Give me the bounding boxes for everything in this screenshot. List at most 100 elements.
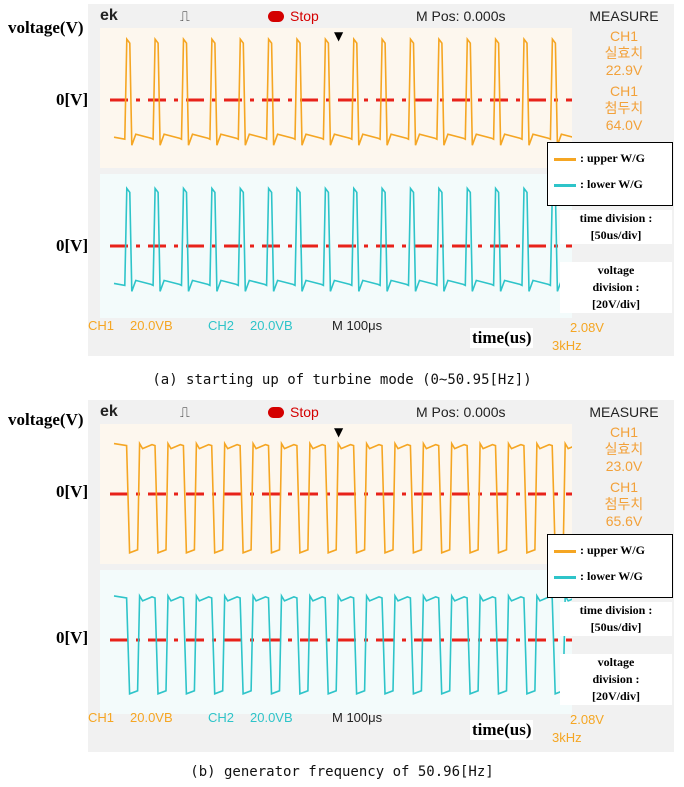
time-division-label: time division :: [579, 211, 653, 225]
measurement-rms-label: 실효치: [604, 441, 644, 457]
channel2-trace-svg: [110, 593, 572, 695]
scope-top-bar: ek ⎍ Stop M Pos: 0.000s: [100, 402, 572, 424]
ch1-tag: CH1: [88, 318, 115, 333]
scope-panel-b: ek ⎍ Stop M Pos: 0.000s ▼ MEASURE CH1 실효…: [0, 396, 684, 787]
ch2-tag: CH2: [208, 710, 235, 725]
voltage-division-label: voltage: [597, 263, 635, 277]
scope-top-bar: ek ⎍ Stop M Pos: 0.000s: [100, 6, 572, 28]
measurement-rms: CH1 실효치 23.0V: [574, 424, 674, 475]
legend-upper-swatch: [554, 550, 576, 553]
legend-upper-label: : upper W/G: [580, 151, 645, 165]
measurement-rms-value: 23.0V: [605, 458, 643, 474]
trigger-marker-icon: ▼: [334, 425, 344, 439]
zero-label-ch1: 0[V]: [56, 482, 89, 501]
measurement-peak: CH1 첨두치 65.6V: [574, 479, 674, 530]
trigger-marker-icon: ▼: [334, 29, 344, 43]
measurement-peak-label: 첨두치: [604, 496, 644, 512]
legend: : upper W/G : lower W/G: [547, 534, 673, 598]
zero-label-ch2: 0[V]: [56, 236, 89, 255]
scope-panel-a: ek ⎍ Stop M Pos: 0.000s ▼ MEASURE CH1 실효…: [8, 4, 674, 388]
timebase: M 100μs: [332, 710, 383, 725]
scope-screen: ▼: [100, 28, 572, 318]
timebase: M 100μs: [332, 318, 383, 333]
voltage-division-label: voltage: [597, 655, 635, 669]
legend: : upper W/G : lower W/G: [547, 142, 673, 206]
voltage-division-value: [20V/div]: [592, 297, 640, 311]
y-axis-label: voltage(V): [8, 18, 84, 37]
time-division-label: time division :: [579, 603, 653, 617]
trigger-frequency: 3kHz: [552, 730, 582, 745]
measure-menu: MEASURE CH1 실효치 23.0V CH1 첨두치 65.6V: [574, 404, 674, 530]
brand-label: ek: [100, 403, 118, 420]
measurement-rms-channel: CH1: [609, 28, 638, 44]
channel2-waveform: [113, 593, 572, 695]
time-division-box: time division : [50us/div]: [560, 602, 672, 636]
voltage-division-label-2: division :: [592, 672, 640, 686]
ch1-scale: 20.0VB: [130, 710, 173, 725]
trigger-level: 2.08V: [570, 712, 604, 727]
measurement-rms-value: 22.9V: [605, 62, 643, 78]
measurement-peak-channel: CH1: [609, 83, 638, 99]
scope-screen: ▼: [100, 424, 572, 714]
horizontal-position: M Pos: 0.000s: [416, 404, 506, 420]
time-division-box: time division : [50us/div]: [560, 210, 672, 244]
measurement-peak-value: 64.0V: [605, 117, 643, 133]
trigger-icon: ⎍: [180, 404, 190, 420]
measure-menu: MEASURE CH1 실효치 22.9V CH1 첨두치 64.0V: [574, 8, 674, 134]
measure-title: MEASURE: [589, 8, 659, 24]
channel2-area: [100, 174, 572, 318]
scope-status-bar: CH1 20.0VB CH2 20.0VB M 100μs 2.08V 3kHz: [88, 710, 604, 745]
ch2-scale: 20.0VB: [250, 318, 293, 333]
channel1-area: ▼: [100, 28, 572, 168]
ch1-scale: 20.0VB: [130, 318, 173, 333]
legend-lower-label: : lower W/G: [580, 177, 643, 191]
measurement-peak-value: 65.6V: [605, 513, 643, 529]
figure-caption: (a) starting up of turbine mode (0~50.95…: [152, 372, 532, 388]
voltage-division-box: voltage division : [20V/div]: [560, 654, 672, 705]
channel1-trace-svg: ▼: [110, 425, 572, 554]
channel2-area: [100, 570, 572, 714]
time-division-value: [50us/div]: [590, 228, 642, 242]
run-stop-status: Stop: [290, 404, 319, 420]
channel1-trace-svg: ▼: [110, 29, 572, 146]
legend-upper-swatch: [554, 158, 576, 161]
measurement-rms-label: 실효치: [604, 45, 644, 61]
run-stop-status: Stop: [290, 8, 319, 24]
measurement-peak-channel: CH1: [609, 479, 638, 495]
ch2-tag: CH2: [208, 318, 235, 333]
x-axis-label: time(us): [470, 328, 534, 348]
measurement-peak: CH1 첨두치 64.0V: [574, 83, 674, 134]
trigger-frequency: 3kHz: [552, 338, 582, 353]
measurement-rms-channel: CH1: [609, 424, 638, 440]
measure-title: MEASURE: [589, 404, 659, 420]
channel2-waveform: [113, 186, 572, 292]
trigger-icon: ⎍: [180, 8, 190, 24]
channel1-area: ▼: [100, 424, 572, 564]
brand-label: ek: [100, 7, 118, 24]
measurement-rms: CH1 실효치 22.9V: [574, 28, 674, 79]
ch1-tag: CH1: [88, 710, 115, 725]
zero-label-ch2: 0[V]: [56, 628, 89, 647]
stop-indicator-icon: [268, 407, 284, 418]
channel1-waveform: [113, 36, 572, 146]
horizontal-position: M Pos: 0.000s: [416, 8, 506, 24]
voltage-division-value: [20V/div]: [592, 689, 640, 703]
voltage-division-label-2: division :: [592, 280, 640, 294]
channel2-trace-svg: [110, 186, 572, 292]
channel1-waveform: [113, 440, 572, 554]
legend-lower-label: : lower W/G: [580, 569, 643, 583]
y-axis-label: voltage(V): [8, 410, 84, 429]
scope-status-bar: CH1 20.0VB CH2 20.0VB M 100μs 2.08V 3kHz: [88, 318, 604, 353]
trigger-level: 2.08V: [570, 320, 604, 335]
voltage-division-box: voltage division : [20V/div]: [560, 262, 672, 313]
stop-indicator-icon: [268, 11, 284, 22]
legend-lower-swatch: [554, 576, 576, 579]
time-division-value: [50us/div]: [590, 620, 642, 634]
figure-caption: (b) generator frequency of 50.96[Hz]: [190, 764, 494, 780]
ch2-scale: 20.0VB: [250, 710, 293, 725]
legend-upper-label: : upper W/G: [580, 543, 645, 557]
measurement-peak-label: 첨두치: [604, 100, 644, 116]
legend-lower-swatch: [554, 184, 576, 187]
x-axis-label: time(us): [470, 720, 534, 740]
zero-label-ch1: 0[V]: [56, 90, 89, 109]
